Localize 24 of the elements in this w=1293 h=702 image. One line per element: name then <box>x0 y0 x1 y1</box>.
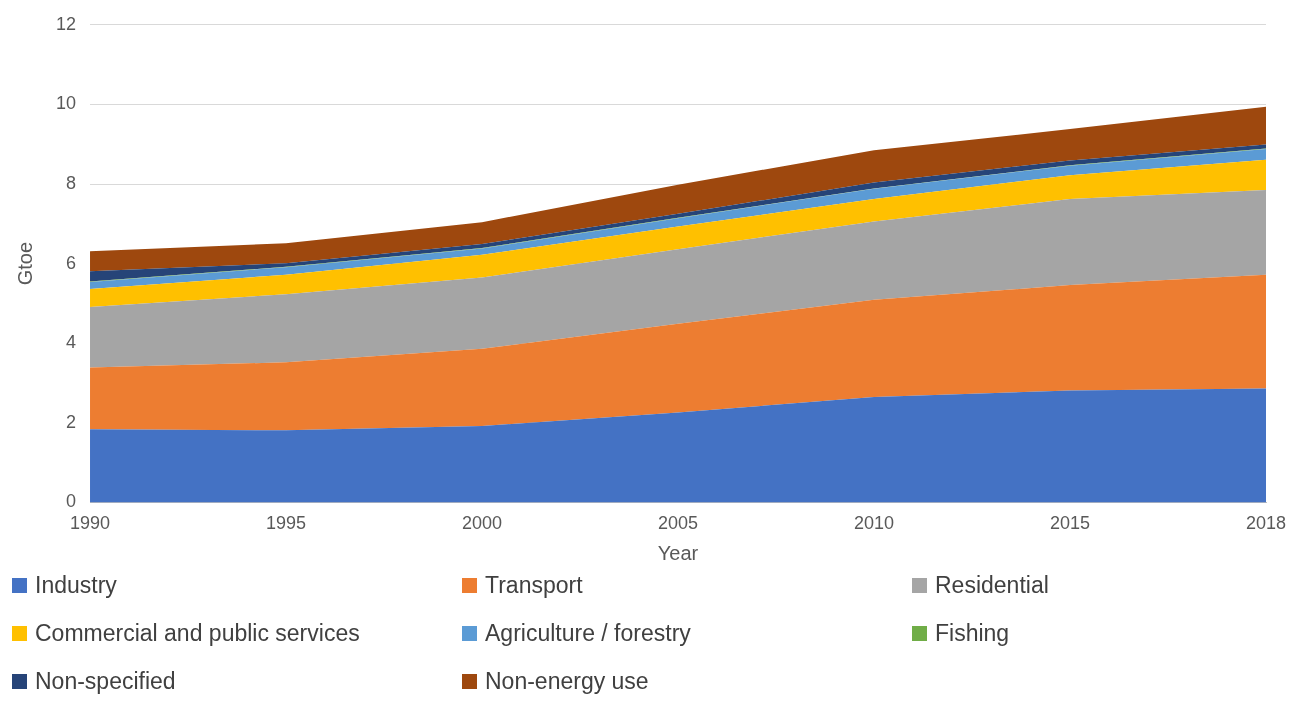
x-axis-title: Year <box>657 541 699 564</box>
x-tick-label: 2000 <box>461 513 503 534</box>
y-tick-label: 10 <box>55 93 77 114</box>
y-axis-title: Gtoe <box>13 241 36 286</box>
y-tick-label: 12 <box>55 13 77 34</box>
y-tick-label: 6 <box>66 252 77 273</box>
x-tick-label: 2015 <box>1049 513 1091 534</box>
legend-label: Non-specified <box>35 667 176 695</box>
legend-label: Transport <box>485 571 583 599</box>
legend-label: Fishing <box>935 619 1010 647</box>
y-tick-label: 2 <box>66 411 77 432</box>
x-tick-label: 1995 <box>265 513 307 534</box>
x-tick-label: 2010 <box>853 513 895 534</box>
y-tick-label: 8 <box>66 172 77 193</box>
x-tick-label: 1990 <box>70 513 111 534</box>
legend-label: Agriculture / forestry <box>485 619 691 647</box>
y-tick-label: 4 <box>66 332 77 353</box>
x-tick-label: 2005 <box>657 513 699 534</box>
legend-label: Industry <box>35 571 117 599</box>
y-tick-label: 0 <box>66 491 77 512</box>
x-tick-label: 2018 <box>1245 513 1287 534</box>
legend-label: Non-energy use <box>485 667 649 695</box>
legend-label: Commercial and public services <box>35 619 360 647</box>
legend-label: Residential <box>935 571 1049 599</box>
